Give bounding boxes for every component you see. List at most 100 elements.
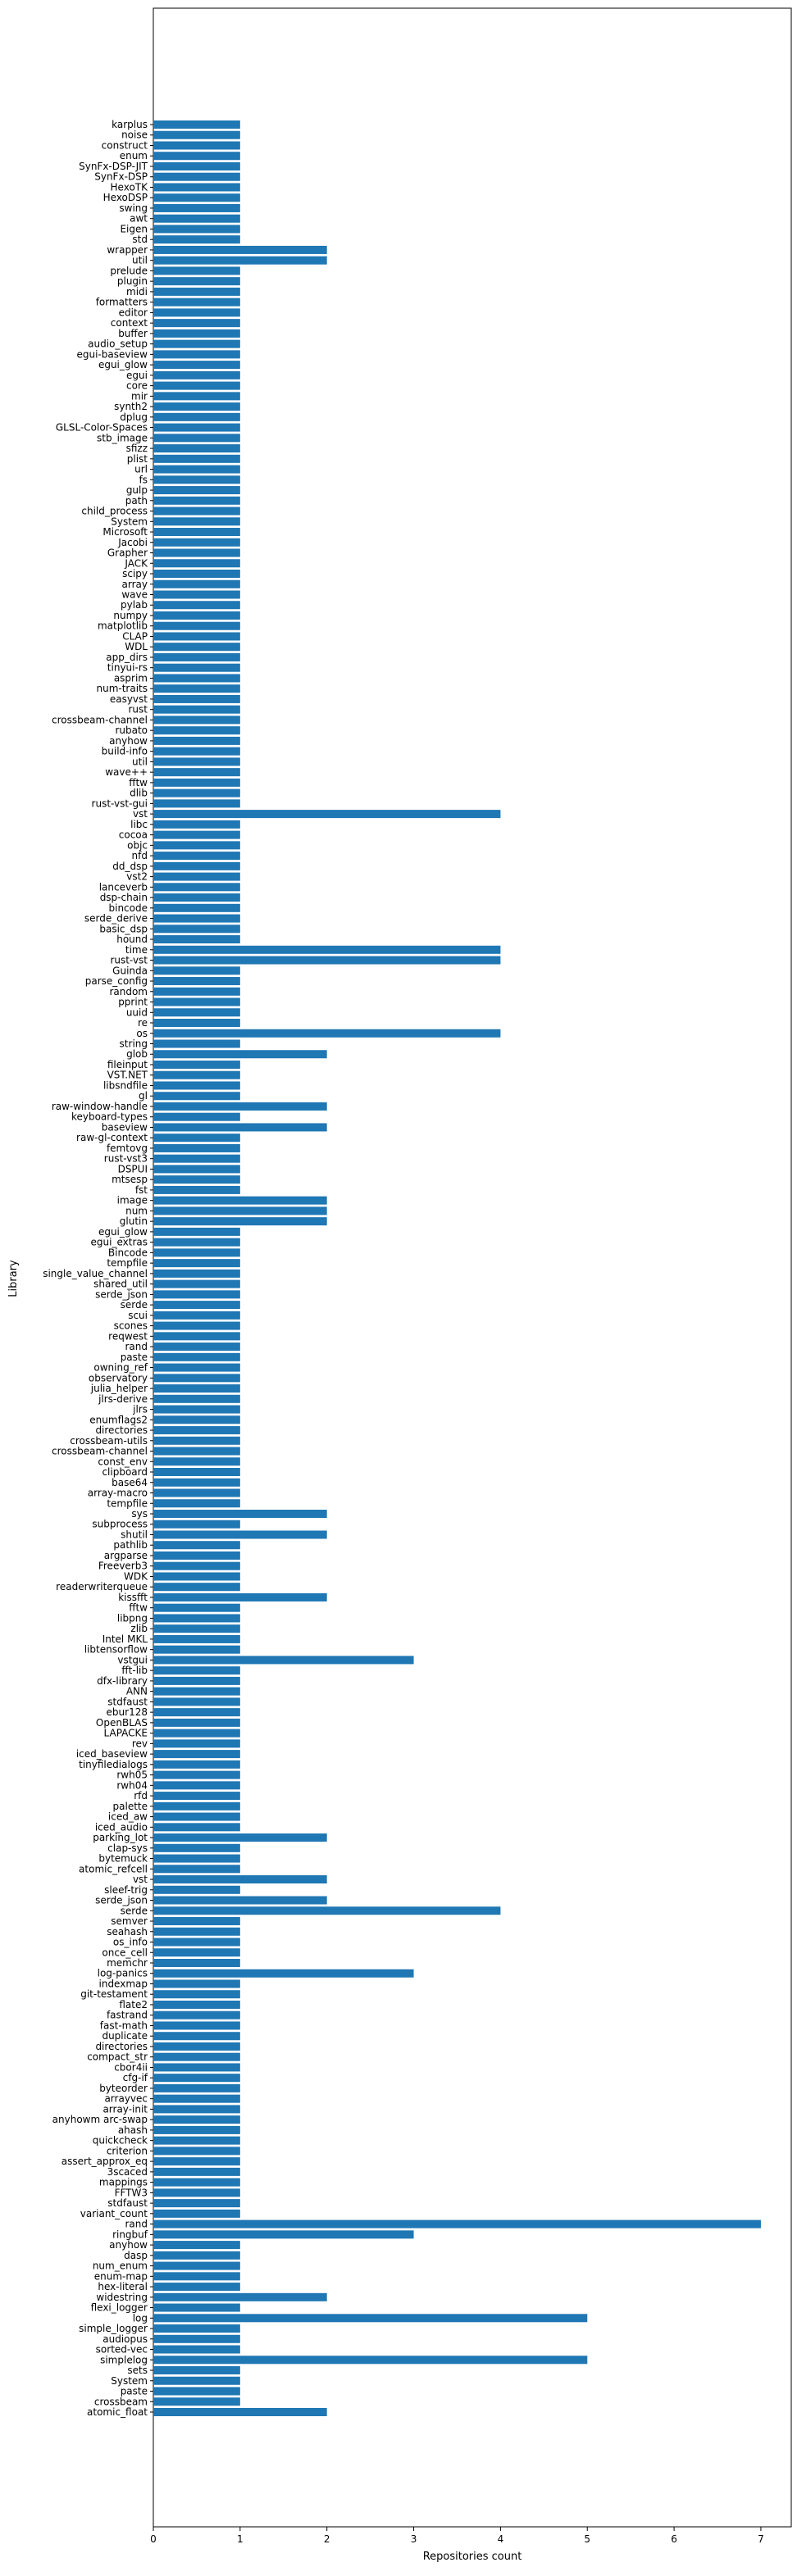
bar — [153, 1468, 240, 1477]
bar — [153, 339, 240, 348]
y-tick-label: rust-vst — [110, 955, 148, 966]
y-tick-label: rand — [125, 1341, 148, 1352]
y-tick-label: egui_extras — [91, 1237, 148, 1248]
bar — [153, 1792, 240, 1801]
y-tick-label: mtsesp — [112, 1174, 148, 1185]
y-tick-label: Grapher — [107, 547, 148, 559]
y-tick-label: libsndfile — [103, 1079, 148, 1091]
y-tick-label: ringbuf — [112, 2228, 148, 2240]
y-tick-label: rust-vst-gui — [92, 797, 148, 809]
y-tick-label: GLSL-Color-Spaces — [56, 422, 148, 434]
y-tick-label: fast-math — [100, 2019, 148, 2031]
y-tick-label: seahash — [107, 1926, 148, 1938]
bar — [153, 2241, 240, 2250]
y-tick-label: mappings — [99, 2177, 148, 2188]
bar — [153, 1938, 240, 1947]
y-tick-label: HexoTK — [111, 181, 149, 193]
bar — [153, 1269, 240, 1278]
y-tick-label: ANN — [126, 1686, 148, 1697]
y-tick-label: jlrs — [132, 1404, 148, 1415]
bar — [153, 1154, 240, 1163]
bar — [153, 1739, 240, 1748]
y-tick-label: reqwest — [108, 1330, 148, 1342]
bar — [153, 214, 240, 223]
y-tick-label: cfg-if — [123, 2072, 148, 2083]
y-tick-label: parse_config — [85, 975, 148, 987]
x-tick-label: 4 — [498, 2533, 504, 2545]
y-tick-label: directories — [95, 1424, 148, 1436]
y-tick-label: duplicate — [102, 2030, 148, 2042]
y-tick-label: vst — [133, 808, 148, 820]
bar — [153, 392, 240, 401]
y-tick-label: vst2 — [126, 871, 148, 883]
y-tick-label: audio_setup — [88, 338, 148, 350]
bar — [153, 1039, 240, 1048]
bar — [153, 434, 240, 443]
y-tick-label: 3scaced — [107, 2166, 148, 2178]
y-tick-label: formatters — [96, 297, 148, 308]
bar — [153, 830, 240, 839]
bar — [153, 381, 240, 390]
bar — [153, 2251, 240, 2260]
y-tick-label: iced_audio — [95, 1821, 148, 1833]
y-tick-label: jlrs-derive — [98, 1393, 148, 1405]
bar — [153, 2209, 240, 2218]
y-tick-label: util — [132, 255, 148, 266]
bar — [153, 1843, 240, 1852]
bar — [153, 2303, 240, 2312]
bar — [153, 1301, 240, 1310]
bar — [153, 1165, 240, 1174]
bar — [153, 2136, 240, 2145]
bar — [153, 225, 240, 234]
y-tick-label: DSPUI — [118, 1163, 148, 1174]
y-tick-label: wave++ — [105, 766, 148, 778]
y-tick-label: stdfaust — [107, 1696, 148, 1707]
y-tick-label: awt — [130, 213, 148, 225]
bar — [153, 256, 327, 265]
bar — [153, 350, 240, 359]
bar — [153, 1917, 240, 1926]
bar — [153, 778, 240, 787]
x-tick-label: 6 — [671, 2533, 677, 2545]
bar — [153, 1050, 327, 1059]
y-tick-label: zlib — [130, 1623, 148, 1634]
y-tick-label: fst — [135, 1184, 148, 1196]
bar — [153, 193, 240, 202]
y-tick-label: libpng — [117, 1612, 148, 1624]
y-tick-label: mir — [131, 390, 148, 402]
bar — [153, 2115, 240, 2124]
y-tick-label: easyvst — [110, 693, 148, 705]
bar — [153, 1343, 240, 1352]
bar — [153, 747, 240, 756]
bar — [153, 1134, 240, 1143]
x-tick-label: 5 — [584, 2533, 590, 2545]
bar — [153, 632, 240, 641]
bar — [153, 1248, 240, 1257]
bar — [153, 507, 240, 516]
y-tick-label: SynFx-DSP — [94, 171, 148, 183]
y-tick-label: keyboard-types — [71, 1111, 148, 1123]
bar — [153, 601, 240, 610]
bar — [153, 2376, 240, 2385]
bar — [153, 444, 240, 453]
y-tick-label: gl — [139, 1090, 148, 1102]
bar — [153, 966, 240, 975]
y-tick-label: log — [133, 2312, 148, 2324]
bar — [153, 852, 240, 861]
bar — [153, 861, 240, 870]
bar — [153, 1833, 327, 1842]
bar — [153, 1332, 240, 1341]
y-tick-label: dfx-library — [97, 1675, 148, 1687]
y-tick-label: scipy — [122, 568, 148, 579]
y-tick-label: nfd — [132, 850, 148, 861]
y-tick-label: compact_str — [87, 2051, 148, 2063]
y-tick-label: libc — [130, 819, 148, 830]
bar — [153, 1143, 240, 1152]
y-tick-label: dlib — [130, 788, 148, 799]
y-tick-label: audiopus — [102, 2333, 148, 2345]
bar — [153, 736, 240, 745]
y-tick-label: LAPACKE — [104, 1728, 148, 1739]
y-tick-label: pylab — [121, 599, 148, 611]
y-tick-label: Guinda — [112, 965, 148, 976]
y-tick-label: stb_image — [97, 432, 148, 443]
